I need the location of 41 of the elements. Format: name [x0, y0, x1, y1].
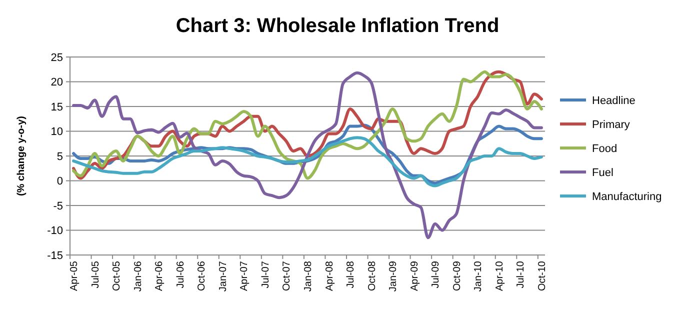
- x-tick-label: Jan-10: [473, 260, 484, 292]
- x-tick-label: Jul-05: [90, 260, 102, 288]
- x-tick-label: Jan-07: [218, 260, 229, 292]
- legend-label: Fuel: [592, 166, 614, 179]
- x-tick-label: Apr-05: [69, 260, 80, 292]
- legend-label: Primary: [592, 118, 630, 131]
- x-tick-label: Jan-06: [132, 260, 144, 292]
- x-tick-label: Jul-08: [346, 260, 357, 288]
- x-tick-label: Oct-05: [112, 260, 123, 292]
- legend-label: Manufacturing: [592, 190, 662, 203]
- x-tick-label: Jan-08: [303, 260, 314, 292]
- x-tick-label: Oct-09: [452, 260, 463, 292]
- y-tick-label: 0: [56, 176, 63, 188]
- chart-title: Chart 3: Wholesale Inflation Trend: [176, 15, 500, 37]
- x-tick-label: Apr-08: [324, 260, 336, 292]
- x-tick-label: Jul-07: [260, 260, 272, 288]
- y-tick-label: -15: [47, 250, 63, 262]
- y-tick-label: -10: [47, 225, 63, 238]
- y-tick-label: 15: [50, 101, 63, 114]
- y-tick-label: 10: [50, 126, 63, 138]
- y-tick-label: 25: [50, 52, 63, 64]
- line-series: [72, 71, 543, 240]
- y-tick-label: 5: [56, 150, 63, 163]
- legend-label: Food: [592, 142, 618, 155]
- x-tick-label: Apr-09: [409, 260, 420, 292]
- x-tick-label: Oct-07: [282, 260, 293, 292]
- line-series: [72, 136, 543, 188]
- x-tick-label: Apr-10: [494, 260, 506, 292]
- x-tick-label: Jul-09: [430, 260, 442, 288]
- x-tick-label: Jul-06: [175, 260, 186, 288]
- x-tick-label: Apr-06: [154, 260, 166, 292]
- y-tick-label: -5: [53, 200, 63, 212]
- x-tick-label: Oct-08: [366, 260, 378, 292]
- legend-label: Headline: [592, 94, 636, 107]
- x-tick-label: Oct-10: [536, 260, 548, 292]
- y-axis-title: (% change y-o-y): [16, 116, 27, 196]
- x-tick-label: Jan-09: [388, 260, 400, 292]
- x-tick-label: Apr-07: [239, 260, 250, 292]
- y-tick-label: 20: [50, 76, 63, 89]
- x-tick-label: Oct-06: [196, 260, 208, 292]
- x-tick-label: Jul-10: [516, 260, 527, 288]
